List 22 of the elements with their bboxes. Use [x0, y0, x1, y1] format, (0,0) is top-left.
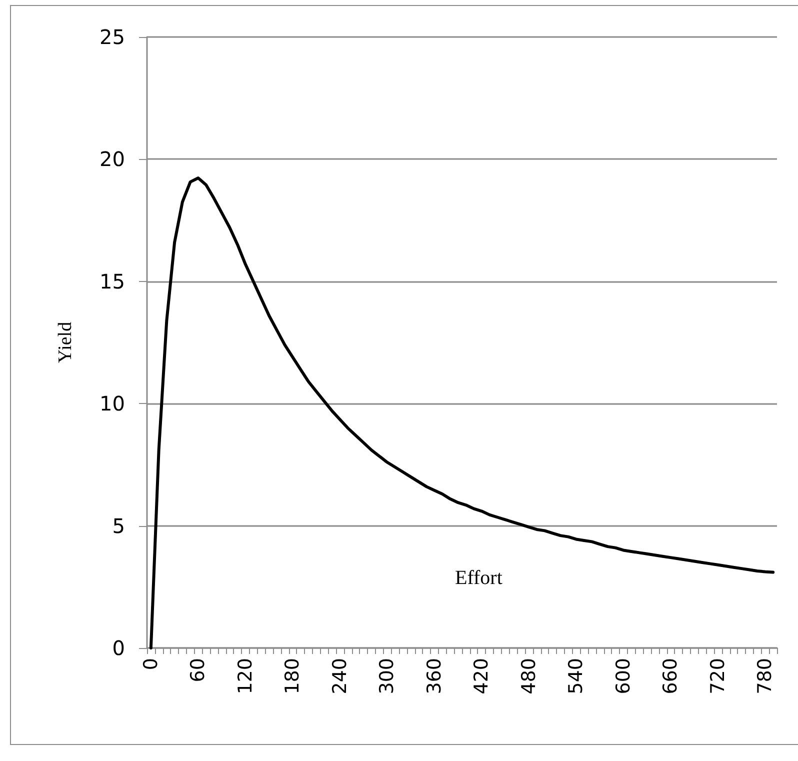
y-tick-label: 10	[100, 392, 125, 416]
x-tick-label: 420	[470, 658, 493, 694]
x-tick-label: 780	[754, 658, 776, 694]
x-tick-label: 240	[328, 658, 351, 694]
y-tick-label: 25	[100, 25, 125, 49]
x-tick-label: 660	[660, 658, 682, 694]
x-tick-label: 360	[423, 658, 446, 694]
y-tick-label: 0	[112, 636, 125, 660]
x-tick-label: 720	[706, 658, 729, 694]
x-tick-label: 180	[282, 658, 304, 694]
x-tick-label: 600	[612, 658, 634, 694]
x-tick-label: 480	[518, 658, 540, 694]
x-tick-label: 0	[140, 658, 162, 670]
y-tick-label: 5	[112, 514, 125, 538]
x-tick-label: 60	[187, 658, 210, 682]
x-axis-title: Effort	[455, 567, 503, 589]
y-tick-label: 15	[100, 269, 125, 294]
y-tick-label: 20	[100, 147, 125, 172]
x-tick-label: 300	[376, 658, 398, 694]
x-tick-label: 120	[234, 658, 256, 694]
y-axis-title: Yield	[55, 321, 76, 364]
x-tick-label: 540	[565, 658, 588, 694]
